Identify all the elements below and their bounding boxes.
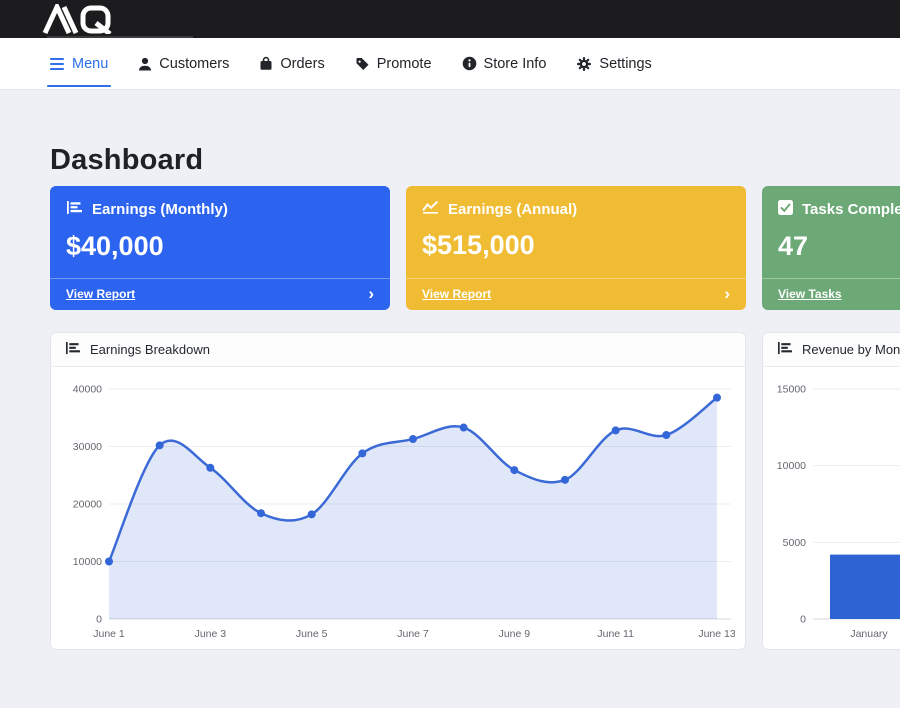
nav-label: Orders [280, 55, 325, 72]
bar-chart-icon [777, 341, 793, 358]
hamburger-icon [50, 57, 65, 70]
app-logo[interactable] [40, 4, 132, 34]
bar-chart-icon [65, 341, 81, 358]
chevron-right-icon: › [368, 284, 374, 303]
main-navbar: Menu Customers Orders Promote [0, 38, 900, 90]
card-body: Earnings (Annual) $515,000 [406, 186, 746, 278]
svg-text:5000: 5000 [783, 537, 807, 549]
bag-icon [259, 56, 273, 71]
svg-text:June 1: June 1 [93, 628, 125, 640]
card-title-row: Tasks Completed [778, 200, 900, 219]
svg-text:15000: 15000 [777, 384, 806, 396]
nav-label: Menu [72, 55, 109, 72]
chart-title: Earnings Breakdown [90, 342, 210, 357]
svg-text:10000: 10000 [777, 460, 806, 472]
svg-text:June 9: June 9 [499, 628, 531, 640]
card-value: $40,000 [66, 231, 164, 261]
svg-text:June 3: June 3 [195, 628, 227, 640]
chart-title: Revenue by Month [802, 342, 900, 357]
card-body: Earnings (Monthly) $40,000 [50, 186, 390, 278]
person-icon [138, 57, 152, 71]
card-title: Earnings (Monthly) [92, 201, 228, 218]
chevron-right-icon: › [724, 284, 730, 303]
view-report-link[interactable]: View Report [422, 286, 492, 301]
card-title: Earnings (Annual) [448, 200, 578, 218]
view-tasks-link[interactable]: View Tasks [778, 286, 842, 301]
card-title-row: Earnings (Annual) [422, 200, 730, 218]
chart-body: 0 10000 20000 30000 40000 June 1 June 3 June 5 J… [51, 367, 745, 649]
tag-icon [355, 56, 370, 71]
logo-underline [47, 36, 193, 38]
info-icon [462, 56, 477, 71]
card-title-row: Earnings (Monthly) [66, 200, 374, 219]
view-report-link[interactable]: View Report [66, 286, 136, 301]
tasks-completed-card: Tasks Completed 47 View Tasks › [762, 186, 900, 310]
nav-label: Customers [159, 55, 230, 72]
view-report-footer[interactable]: View Report › [406, 278, 746, 310]
earnings-breakdown-card: Earnings Breakdown 0 10000 20000 30000 40000… [50, 332, 746, 650]
svg-text:30000: 30000 [73, 441, 102, 453]
svg-text:June 11: June 11 [597, 628, 634, 640]
svg-text:0: 0 [96, 614, 102, 626]
earnings-annual-card: Earnings (Annual) $515,000 View Report › [406, 186, 746, 310]
revenue-by-month-card: Revenue by Month 0 5000 10000 15000 January [762, 332, 900, 650]
card-title: Tasks Completed [802, 201, 900, 218]
nav-label: Settings [599, 55, 652, 72]
nav-label: Promote [376, 55, 432, 72]
chart-body: 0 5000 10000 15000 January [763, 367, 900, 649]
gear-icon [576, 56, 592, 72]
nav-item-menu[interactable]: Menu [46, 38, 112, 89]
earnings-monthly-card: Earnings (Monthly) $40,000 View Report › [50, 186, 390, 310]
nav-item-customers[interactable]: Customers [138, 38, 229, 89]
top-app-bar [0, 0, 900, 38]
check-square-icon [778, 200, 793, 219]
card-body: Tasks Completed 47 [762, 186, 900, 278]
svg-text:June 5: June 5 [296, 628, 328, 640]
charts-row: Earnings Breakdown 0 10000 20000 30000 40000… [50, 332, 900, 650]
bar-chart-icon [66, 200, 83, 219]
svg-text:June 13: June 13 [698, 628, 735, 640]
card-value: 47 [778, 231, 809, 261]
chart-header: Revenue by Month [763, 333, 900, 367]
stat-cards-row: Earnings (Monthly) $40,000 View Report › [50, 186, 900, 310]
svg-text:10000: 10000 [73, 556, 102, 568]
nav-item-store-info[interactable]: Store Info [462, 38, 547, 89]
view-tasks-footer[interactable]: View Tasks › [762, 278, 900, 310]
line-chart-icon [422, 200, 439, 218]
svg-text:January: January [850, 628, 888, 640]
nav-label: Store Info [483, 55, 547, 72]
card-value: $515,000 [422, 230, 535, 260]
revenue-by-month-chart: 0 5000 10000 15000 January [777, 384, 900, 640]
dashboard-content: Dashboard Earnings (Monthly) $40,000 [0, 144, 900, 650]
chart-header: Earnings Breakdown [51, 333, 745, 367]
page-title: Dashboard [50, 144, 204, 176]
mq-logo-icon [40, 4, 132, 34]
svg-text:0: 0 [800, 614, 806, 626]
svg-text:40000: 40000 [73, 384, 102, 396]
svg-text:June 7: June 7 [397, 628, 429, 640]
nav-item-promote[interactable]: Promote [355, 38, 432, 89]
earnings-breakdown-chart: 0 10000 20000 30000 40000 June 1 June 3 June 5 J… [73, 384, 736, 641]
nav-item-settings[interactable]: Settings [576, 38, 652, 89]
svg-text:20000: 20000 [73, 499, 102, 511]
view-report-footer[interactable]: View Report › [50, 278, 390, 310]
nav-item-orders[interactable]: Orders [259, 38, 325, 89]
